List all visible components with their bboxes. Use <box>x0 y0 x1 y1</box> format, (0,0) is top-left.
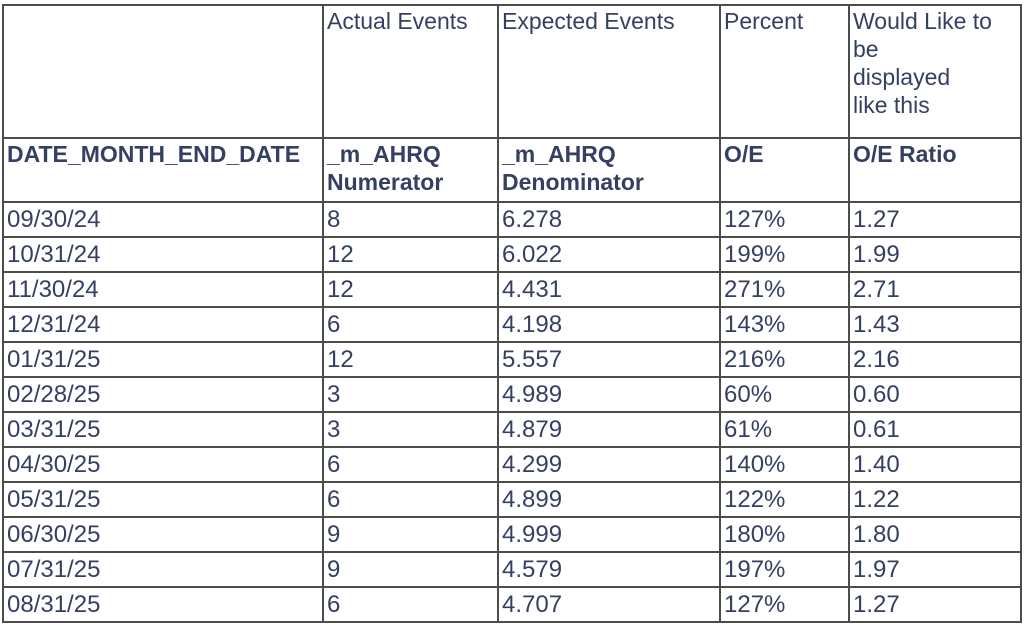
cell-numerator: 6 <box>323 307 498 342</box>
cell-numerator: 12 <box>323 272 498 307</box>
cell-ratio: 1.97 <box>849 552 1021 587</box>
cell-percent: 143% <box>720 307 849 342</box>
cell-numerator: 12 <box>323 237 498 272</box>
cell-ratio: 1.27 <box>849 587 1021 622</box>
cell-ratio: 1.27 <box>849 202 1021 237</box>
header-cell-oe: O/E <box>720 138 849 202</box>
cell-denominator: 4.579 <box>498 552 720 587</box>
cell-denominator: 4.299 <box>498 447 720 482</box>
cell-percent: 197% <box>720 552 849 587</box>
table-row: 08/31/25 6 4.707 127% 1.27 <box>3 587 1021 622</box>
cell-percent: 127% <box>720 202 849 237</box>
cell-denominator: 5.557 <box>498 342 720 377</box>
oe-ratio-table: Actual Events Expected Events Percent Wo… <box>2 4 1022 623</box>
cell-date: 06/30/25 <box>3 517 323 552</box>
header-cell-actual-events: Actual Events <box>323 5 498 138</box>
cell-numerator: 3 <box>323 412 498 447</box>
cell-percent: 61% <box>720 412 849 447</box>
cell-date: 09/30/24 <box>3 202 323 237</box>
table-row: 10/31/24 12 6.022 199% 1.99 <box>3 237 1021 272</box>
cell-percent: 60% <box>720 377 849 412</box>
cell-ratio: 1.43 <box>849 307 1021 342</box>
cell-date: 08/31/25 <box>3 587 323 622</box>
cell-denominator: 4.707 <box>498 587 720 622</box>
cell-numerator: 9 <box>323 517 498 552</box>
header-cell-ahrq-numerator: _m_AHRQ Numerator <box>323 138 498 202</box>
cell-date: 05/31/25 <box>3 482 323 517</box>
header-cell-expected-events: Expected Events <box>498 5 720 138</box>
cell-percent: 199% <box>720 237 849 272</box>
cell-ratio: 2.71 <box>849 272 1021 307</box>
cell-percent: 216% <box>720 342 849 377</box>
cell-denominator: 4.899 <box>498 482 720 517</box>
cell-numerator: 8 <box>323 202 498 237</box>
cell-ratio: 1.99 <box>849 237 1021 272</box>
table-row: 11/30/24 12 4.431 271% 2.71 <box>3 272 1021 307</box>
cell-ratio: 0.61 <box>849 412 1021 447</box>
cell-percent: 180% <box>720 517 849 552</box>
cell-denominator: 6.022 <box>498 237 720 272</box>
cell-date: 12/31/24 <box>3 307 323 342</box>
cell-numerator: 9 <box>323 552 498 587</box>
table-row: 05/31/25 6 4.899 122% 1.22 <box>3 482 1021 517</box>
header-cell-date-month-end-date: DATE_MONTH_END_DATE <box>3 138 323 202</box>
cell-denominator: 4.999 <box>498 517 720 552</box>
table-row: 01/31/25 12 5.557 216% 2.16 <box>3 342 1021 377</box>
cell-percent: 140% <box>720 447 849 482</box>
table-row: 07/31/25 9 4.579 197% 1.97 <box>3 552 1021 587</box>
table-row: 12/31/24 6 4.198 143% 1.43 <box>3 307 1021 342</box>
cell-numerator: 3 <box>323 377 498 412</box>
cell-denominator: 4.879 <box>498 412 720 447</box>
table-header-row-descriptions: Actual Events Expected Events Percent Wo… <box>3 5 1021 138</box>
cell-numerator: 6 <box>323 447 498 482</box>
table-row: 03/31/25 3 4.879 61% 0.61 <box>3 412 1021 447</box>
cell-numerator: 6 <box>323 587 498 622</box>
header-cell-percent: Percent <box>720 5 849 138</box>
header-cell-would-like: Would Like to be displayed like this <box>849 5 1021 138</box>
table-row: 09/30/24 8 6.278 127% 1.27 <box>3 202 1021 237</box>
cell-date: 10/31/24 <box>3 237 323 272</box>
table-row: 02/28/25 3 4.989 60% 0.60 <box>3 377 1021 412</box>
cell-percent: 127% <box>720 587 849 622</box>
cell-date: 11/30/24 <box>3 272 323 307</box>
cell-ratio: 1.80 <box>849 517 1021 552</box>
cell-date: 01/31/25 <box>3 342 323 377</box>
cell-ratio: 1.40 <box>849 447 1021 482</box>
header-cell-blank <box>3 5 323 138</box>
table-row: 06/30/25 9 4.999 180% 1.80 <box>3 517 1021 552</box>
cell-percent: 122% <box>720 482 849 517</box>
table-row: 04/30/25 6 4.299 140% 1.40 <box>3 447 1021 482</box>
cell-date: 02/28/25 <box>3 377 323 412</box>
cell-ratio: 0.60 <box>849 377 1021 412</box>
cell-denominator: 4.989 <box>498 377 720 412</box>
table-header-row-fields: DATE_MONTH_END_DATE _m_AHRQ Numerator _m… <box>3 138 1021 202</box>
cell-date: 03/31/25 <box>3 412 323 447</box>
cell-date: 07/31/25 <box>3 552 323 587</box>
cell-numerator: 12 <box>323 342 498 377</box>
cell-denominator: 4.198 <box>498 307 720 342</box>
cell-ratio: 2.16 <box>849 342 1021 377</box>
cell-denominator: 6.278 <box>498 202 720 237</box>
header-cell-ahrq-denominator: _m_AHRQ Denominator <box>498 138 720 202</box>
header-cell-oe-ratio: O/E Ratio <box>849 138 1021 202</box>
cell-denominator: 4.431 <box>498 272 720 307</box>
cell-date: 04/30/25 <box>3 447 323 482</box>
cell-numerator: 6 <box>323 482 498 517</box>
cell-percent: 271% <box>720 272 849 307</box>
cell-ratio: 1.22 <box>849 482 1021 517</box>
